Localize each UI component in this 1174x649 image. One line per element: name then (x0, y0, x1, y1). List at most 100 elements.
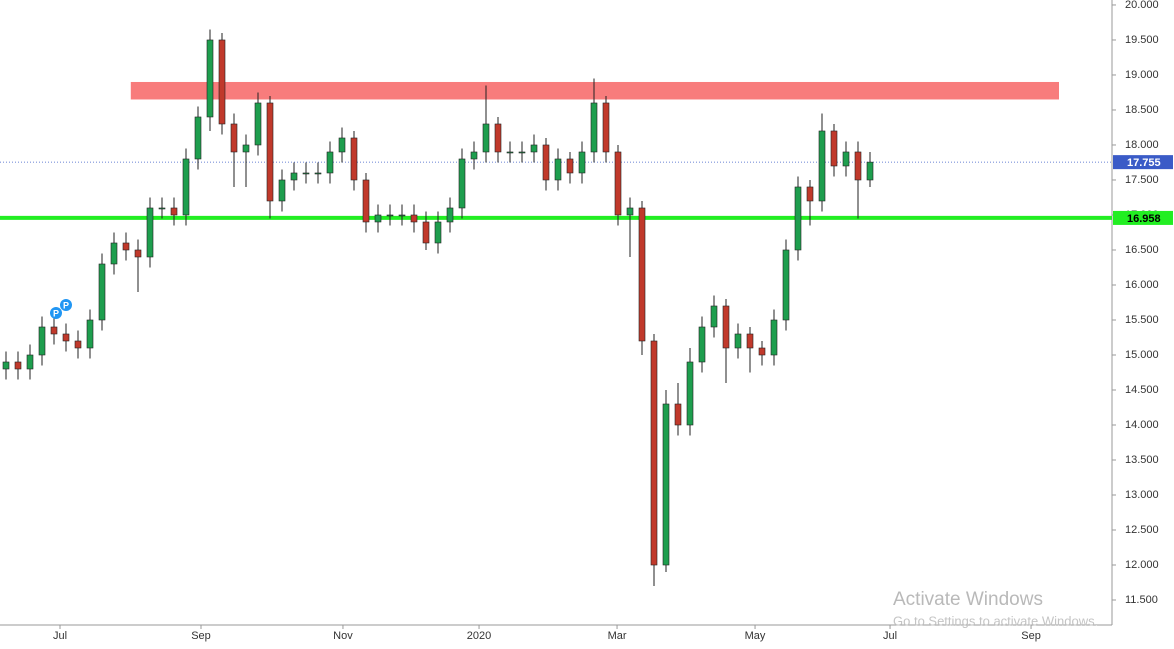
candle-body (170, 207, 178, 216)
event-markers: P P (50, 299, 72, 319)
candle-body (518, 151, 526, 154)
candle-body (182, 158, 190, 216)
candle-body (134, 249, 142, 258)
x-tick-label: May (745, 630, 766, 642)
candle-body (2, 361, 10, 370)
x-tick-label: Sep (191, 630, 211, 642)
event-label: P (63, 300, 69, 310)
candle-body (158, 207, 166, 210)
candle-body (854, 151, 862, 181)
support-label-box (1113, 210, 1173, 225)
candle-body (734, 333, 742, 349)
candle-body (758, 347, 766, 356)
y-tick-label: 14.000 (1125, 419, 1159, 431)
y-tick-label: 12.000 (1125, 559, 1159, 571)
support-label: 16.958 (1127, 213, 1161, 225)
candle-body (386, 214, 394, 217)
x-tick-label: Nov (333, 630, 353, 642)
x-tick-label: Mar (608, 630, 627, 642)
candle-body (662, 403, 670, 566)
candle-body (830, 130, 838, 167)
candle-body (506, 151, 514, 154)
event-marker (60, 299, 72, 311)
candle-body (26, 354, 34, 370)
y-tick-label: 17.500 (1125, 174, 1159, 186)
candle-body (242, 144, 250, 153)
candle-body (74, 340, 82, 349)
candle-body (230, 123, 238, 153)
candle-body (626, 207, 634, 216)
candle-body (314, 172, 322, 175)
y-tick-label: 15.500 (1125, 314, 1159, 326)
candle-body (14, 361, 22, 370)
candle-body (578, 151, 586, 174)
candle-body (590, 102, 598, 153)
candle-body (602, 102, 610, 153)
candle-body (38, 326, 46, 356)
candle-body (770, 319, 778, 356)
y-tick-label: 16.500 (1125, 244, 1159, 256)
y-tick-label: 15.000 (1125, 349, 1159, 361)
resistance-zone (130, 81, 1060, 100)
candle-body (278, 179, 286, 202)
candle-body (722, 305, 730, 349)
candle-body (350, 137, 358, 181)
y-tick-label: 12.500 (1125, 524, 1159, 536)
candle-body (218, 39, 226, 125)
candle-body (290, 172, 298, 181)
candle-body (650, 340, 658, 566)
candle-body (554, 158, 562, 181)
watermark: Activate Windows (893, 589, 1043, 610)
candle-body (806, 186, 814, 202)
candle-body (566, 158, 574, 174)
y-tick-label: 19.500 (1125, 34, 1159, 46)
candle-body (638, 207, 646, 342)
candle-body (398, 214, 406, 217)
candle-body (146, 207, 154, 258)
y-tick-label: 18.000 (1125, 139, 1159, 151)
last-price-label: 17.755 (1127, 157, 1161, 169)
candle-body (302, 172, 310, 175)
candle-body (542, 144, 550, 181)
candle-body (62, 333, 70, 342)
y-tick-label: 19.000 (1125, 69, 1159, 81)
candle-body (686, 361, 694, 426)
candle-body (326, 151, 334, 174)
y-tick-label: 20.000 (1125, 0, 1159, 11)
y-tick-label: 14.500 (1125, 384, 1159, 396)
event-marker (50, 307, 62, 319)
candle-body (482, 123, 490, 153)
y-tick-label: 13.500 (1125, 454, 1159, 466)
candle-body (122, 242, 130, 251)
candle-body (98, 263, 106, 321)
candle-body (254, 102, 262, 146)
y-tick-label: 13.000 (1125, 489, 1159, 501)
candle-body (470, 151, 478, 160)
candle-body (86, 319, 94, 349)
candle-body (794, 186, 802, 251)
candle-body (266, 102, 274, 202)
candle-body (110, 242, 118, 265)
candle-body (434, 221, 442, 244)
candle-body (422, 221, 430, 244)
candle-body (782, 249, 790, 321)
candle-body (866, 161, 874, 181)
x-tick-label: 2020 (467, 630, 491, 642)
candle-body (842, 151, 850, 167)
x-tick-label: Sep (1021, 630, 1041, 642)
candle-body (194, 116, 202, 160)
candle-body (674, 403, 682, 426)
y-tick-label: 18.500 (1125, 104, 1159, 116)
candle-body (530, 144, 538, 153)
candle-body (362, 179, 370, 223)
candle-body (710, 305, 718, 328)
candle-body (374, 214, 382, 223)
y-tick-label: 11.500 (1125, 594, 1158, 606)
candle-body (338, 137, 346, 153)
last-price-label-box (1113, 155, 1173, 170)
candle-body (698, 326, 706, 363)
candle-body (614, 151, 622, 216)
candle-body (206, 39, 214, 118)
